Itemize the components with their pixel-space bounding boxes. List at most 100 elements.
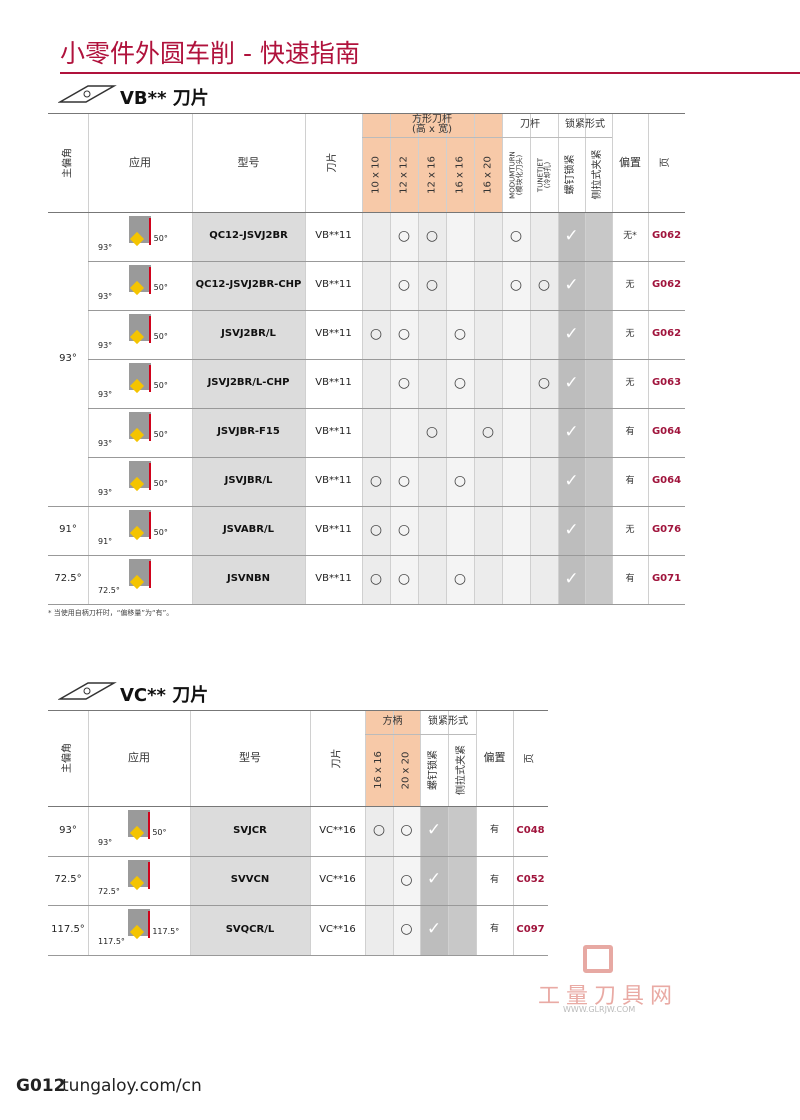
page-ref: G071 — [651, 573, 682, 585]
row-line — [88, 261, 685, 262]
page-ref: G063 — [651, 377, 682, 389]
angle: 93° — [59, 352, 77, 364]
mark: ✓ — [564, 323, 579, 344]
mark: ✓ — [564, 225, 579, 246]
column-header: 10 x 10 — [369, 155, 381, 194]
column-fill — [365, 806, 393, 955]
footer-page: G012 — [16, 1076, 66, 1096]
page-ref: G064 — [651, 475, 682, 487]
header-fill — [365, 710, 393, 806]
column-header: 刀片 — [327, 152, 339, 173]
page-ref: G064 — [651, 426, 682, 438]
diagram-line — [149, 512, 152, 539]
diagram-label: 72.5° — [98, 586, 120, 595]
column-line — [502, 113, 503, 604]
angle: 72.5° — [54, 874, 82, 885]
footnote: * 当使用自柄刀杆时，“偏移量”为“有”。 — [48, 609, 174, 617]
column-header: 侧拉式夹紧 — [592, 149, 604, 200]
insert-icon — [58, 85, 117, 103]
diagram-label: 50° — [153, 430, 168, 440]
row-line — [48, 506, 685, 507]
column-header: 12 x 12 — [397, 155, 409, 194]
insert-icon — [58, 682, 117, 700]
page-title: 小零件外圆车削 - 快速指南 — [60, 39, 360, 68]
header-fill — [474, 113, 502, 212]
mark: ○ — [397, 571, 411, 588]
diagram-label: 93° — [98, 341, 113, 350]
offset: 有 — [489, 924, 499, 935]
table-top — [48, 113, 685, 114]
mark: ○ — [453, 473, 467, 490]
group-rule — [558, 137, 612, 138]
column-header: 刀片 — [331, 748, 343, 768]
mark: ✓ — [564, 470, 579, 491]
offset: 有 — [625, 426, 635, 437]
page-ref: C097 — [516, 923, 545, 935]
mark: ✓ — [564, 372, 579, 393]
mark: ○ — [453, 571, 467, 588]
mark: ○ — [400, 871, 413, 888]
column-line — [305, 113, 306, 604]
mark: ✓ — [426, 819, 442, 840]
model: JSVABR/L — [222, 524, 275, 536]
mark: ✓ — [564, 568, 579, 589]
mark: ○ — [537, 375, 551, 392]
column-line — [513, 710, 514, 955]
model: JSVJ2BR/L-CHP — [207, 377, 290, 389]
column-header: 偏置 — [483, 751, 506, 765]
mark: ○ — [453, 375, 467, 392]
model: SVVCN — [230, 874, 270, 885]
diagram-label: 93° — [98, 837, 113, 847]
column-line — [474, 113, 475, 604]
mark: ○ — [397, 522, 411, 539]
insert: VB**11 — [315, 573, 352, 585]
row-line — [48, 954, 548, 956]
mark: ○ — [509, 228, 523, 245]
diagram-label: 117.5° — [152, 927, 180, 937]
group-rule — [365, 734, 420, 735]
column-line — [530, 113, 531, 604]
column-header: 16 x 16 — [453, 155, 465, 194]
model: JSVJ2BR/L — [221, 328, 276, 340]
mark: ○ — [509, 277, 523, 294]
mark: ✓ — [564, 519, 579, 540]
column-line — [612, 113, 613, 604]
diagram-label: 50° — [153, 332, 168, 342]
model: JSVNBN — [226, 573, 271, 585]
diagram-label: 50° — [153, 479, 168, 489]
mark: ○ — [369, 522, 383, 539]
section-title: VC** 刀片 — [120, 685, 209, 706]
offset: 无 — [625, 328, 635, 339]
column-header: MODUMTURN (模块化刀头) — [507, 150, 523, 199]
row-line — [88, 408, 685, 409]
diagram-line — [149, 463, 152, 490]
insert: VB**11 — [315, 230, 352, 242]
offset: 无 — [625, 377, 635, 388]
mark: ○ — [369, 473, 383, 490]
mark: ○ — [425, 277, 439, 294]
offset: 无* — [623, 230, 637, 241]
offset: 有 — [489, 874, 499, 885]
group-rule — [362, 137, 502, 138]
header-fill — [390, 113, 418, 212]
diagram-line — [149, 218, 152, 245]
insert: VB**11 — [315, 279, 352, 291]
column-line — [420, 710, 421, 955]
mark: ○ — [372, 822, 386, 839]
offset: 无 — [625, 524, 635, 535]
insert: VB**11 — [315, 377, 352, 389]
column-header: 主偏角 — [61, 147, 73, 178]
model: SVJCR — [233, 824, 267, 836]
column-line — [362, 113, 363, 604]
column-line — [88, 710, 89, 955]
watermark-logo — [583, 945, 613, 973]
page-ref: G062 — [651, 230, 682, 242]
column-line — [446, 113, 447, 604]
mark: ○ — [369, 571, 383, 588]
column-header: 应用 — [128, 751, 150, 765]
insert: VB**11 — [315, 426, 352, 438]
column-header: 螺钉锁紧 — [427, 750, 439, 790]
diagram-line — [149, 365, 152, 392]
mark: ✓ — [426, 918, 442, 939]
insert: VB**11 — [315, 475, 352, 487]
